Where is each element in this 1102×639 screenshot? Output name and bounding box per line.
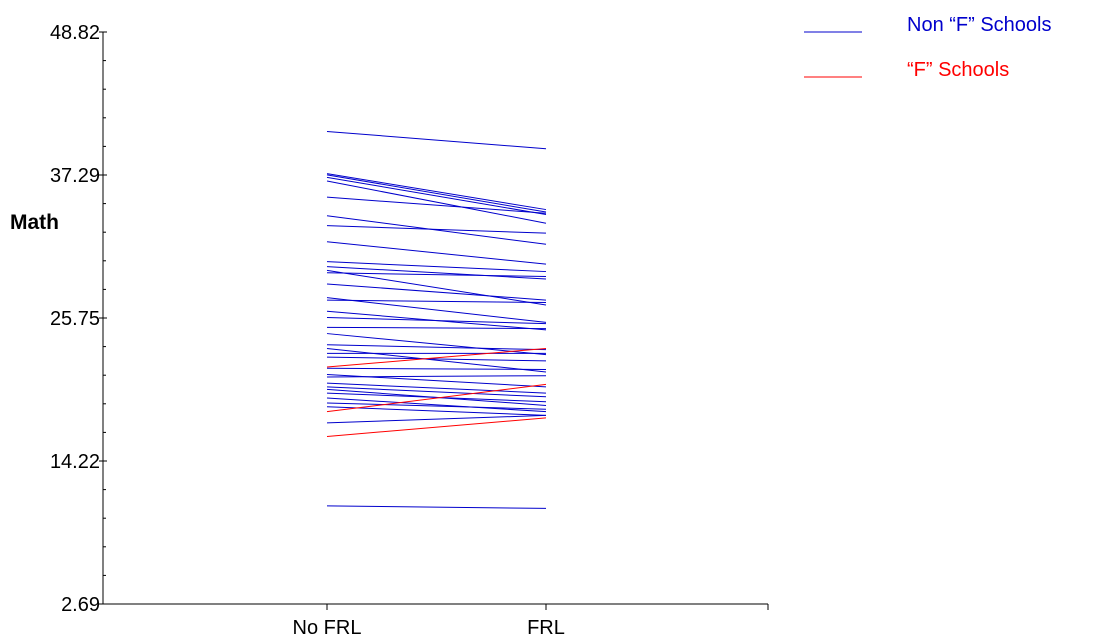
non-f-school-line xyxy=(326,397,547,413)
non-f-school-line xyxy=(326,176,547,216)
legend: Non “F” Schools “F” Schools xyxy=(804,14,1052,81)
x-tick-label: No FRL xyxy=(293,617,362,639)
y-tick-label: 37.29 xyxy=(50,165,100,187)
non-f-school-line xyxy=(326,173,547,211)
non-f-school-line xyxy=(326,266,547,280)
non-f-school-line xyxy=(326,180,547,224)
non-f-school-line xyxy=(326,344,547,351)
non-f-school-line xyxy=(326,174,547,213)
series-lines xyxy=(326,130,547,509)
non-f-school-line xyxy=(326,382,547,394)
non-f-school-line xyxy=(326,225,547,234)
non-f-school-line xyxy=(326,130,547,150)
non-f-school-line xyxy=(326,272,547,278)
non-f-school-line xyxy=(326,367,547,371)
y-tick-label: 25.75 xyxy=(50,308,100,330)
f-school-line xyxy=(326,417,547,437)
non-f-school-line xyxy=(326,375,547,378)
axes xyxy=(102,32,768,605)
non-f-school-line xyxy=(326,215,547,245)
non-f-school-line xyxy=(326,392,547,403)
non-f-school-line xyxy=(326,347,547,373)
legend-label: Non “F” Schools xyxy=(907,14,1052,36)
non-f-school-line xyxy=(326,261,547,273)
non-f-school-line xyxy=(326,241,547,265)
non-f-school-line xyxy=(326,196,547,214)
y-axis-label: Math xyxy=(10,211,59,234)
f-school-line xyxy=(326,383,547,413)
x-tick-labels: No FRL FRL xyxy=(293,604,769,639)
non-f-school-line xyxy=(326,406,547,416)
y-tick-label: 2.69 xyxy=(61,594,100,616)
non-f-school-line xyxy=(326,356,547,362)
non-f-school-line xyxy=(326,316,547,325)
x-tick-label: FRL xyxy=(527,617,565,639)
non-f-school-line xyxy=(326,297,547,323)
y-tick-labels: 48.82 37.29 25.75 14.22 2.69 xyxy=(50,22,100,616)
non-f-school-line xyxy=(326,326,547,330)
non-f-school-line xyxy=(326,299,547,304)
non-f-school-line xyxy=(326,283,547,301)
legend-label: “F” Schools xyxy=(907,59,1009,81)
non-f-school-line xyxy=(326,386,547,398)
non-f-school-line xyxy=(326,269,547,306)
f-school-line xyxy=(326,347,547,368)
y-minor-ticks xyxy=(99,31,107,605)
y-tick-label: 48.82 xyxy=(50,22,100,44)
y-tick-label: 14.22 xyxy=(50,451,100,473)
non-f-school-line xyxy=(326,402,547,410)
non-f-school-line xyxy=(326,414,547,424)
non-f-school-line xyxy=(326,505,547,509)
